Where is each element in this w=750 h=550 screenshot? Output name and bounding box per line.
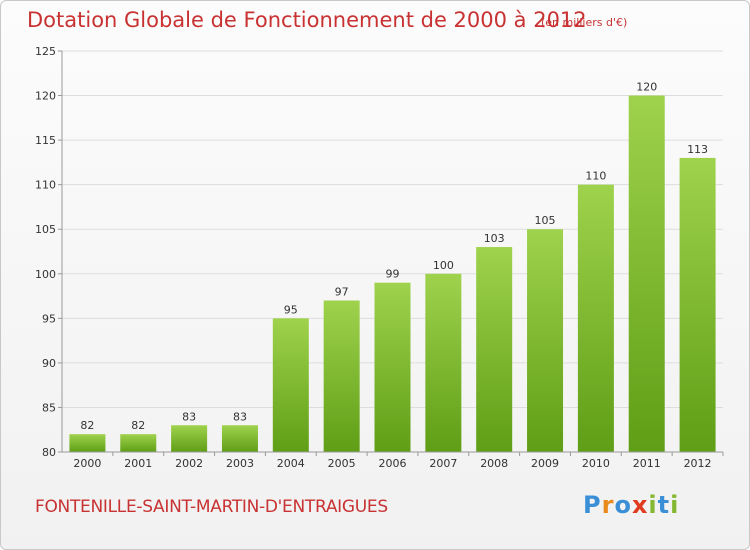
bar-value-label: 100 bbox=[433, 259, 454, 272]
bar-2006 bbox=[374, 282, 411, 452]
logo-letter: i bbox=[670, 491, 680, 519]
bar-chart: 82 82 83 83 95 97 99 100 103 105 110 120 113 80 85 90 9… bbox=[35, 45, 724, 470]
x-tick-label: 2007 bbox=[429, 457, 457, 470]
bar-2008 bbox=[476, 247, 513, 452]
bar-2002 bbox=[171, 425, 208, 452]
bars: 82 82 83 83 95 97 99 100 103 105 110 120 113 bbox=[69, 81, 716, 453]
chart-unit-label: (en milliers d'€) bbox=[541, 16, 628, 29]
bar-2010 bbox=[577, 184, 614, 452]
bar-value-label: 103 bbox=[484, 232, 505, 245]
bar-2012 bbox=[679, 157, 716, 452]
bar-value-label: 82 bbox=[80, 419, 94, 432]
logo-letter: i bbox=[648, 491, 658, 519]
bar-value-label: 83 bbox=[233, 410, 247, 423]
x-tick-label: 2005 bbox=[328, 457, 356, 470]
bar-value-label: 110 bbox=[585, 170, 606, 183]
y-tick-label: 100 bbox=[35, 268, 56, 281]
x-tick-label: 2009 bbox=[531, 457, 559, 470]
bar-2011 bbox=[628, 95, 665, 453]
x-tick-label: 2012 bbox=[684, 457, 712, 470]
x-tick-label: 2002 bbox=[175, 457, 203, 470]
bar-value-label: 95 bbox=[284, 303, 298, 316]
y-tick-label: 80 bbox=[42, 446, 56, 459]
x-tick-label: 2008 bbox=[480, 457, 508, 470]
y-tick-label: 90 bbox=[42, 357, 56, 370]
bar-2009 bbox=[527, 229, 564, 452]
x-tick-label: 2000 bbox=[73, 457, 101, 470]
chart-title: Dotation Globale de Fonctionnement de 20… bbox=[27, 8, 587, 32]
commune-name: FONTENILLE-SAINT-MARTIN-D'ENTRAIGUES bbox=[35, 497, 388, 517]
y-tick-label: 95 bbox=[42, 312, 56, 325]
y-tick-label: 115 bbox=[35, 134, 56, 147]
x-tick-label: 2010 bbox=[582, 457, 610, 470]
y-tick-label: 120 bbox=[35, 90, 56, 103]
x-tick-label: 2004 bbox=[277, 457, 305, 470]
x-tick-label: 2011 bbox=[633, 457, 661, 470]
logo-letter: r bbox=[601, 491, 615, 519]
proxiti-logo: Proxiti bbox=[583, 491, 679, 519]
bar-value-label: 113 bbox=[687, 143, 708, 156]
logo-letter: P bbox=[583, 491, 602, 519]
y-tick-label: 105 bbox=[35, 223, 56, 236]
x-tick-label: 2001 bbox=[124, 457, 152, 470]
bar-2001 bbox=[120, 434, 157, 452]
bar-2000 bbox=[69, 434, 106, 452]
logo-letter: x bbox=[631, 491, 649, 519]
bar-2007 bbox=[425, 273, 462, 452]
x-tick-label: 2003 bbox=[226, 457, 254, 470]
bar-value-label: 120 bbox=[636, 81, 657, 94]
bar-value-label: 97 bbox=[335, 286, 349, 299]
y-tick-label: 125 bbox=[35, 45, 56, 58]
y-tick-label: 85 bbox=[42, 401, 56, 414]
logo-letter: o bbox=[614, 491, 632, 519]
bar-value-label: 105 bbox=[535, 214, 556, 227]
bar-2005 bbox=[323, 300, 360, 452]
bar-value-label: 83 bbox=[182, 410, 196, 423]
y-tick-label: 110 bbox=[35, 179, 56, 192]
logo-letter: t bbox=[657, 491, 671, 519]
x-tick-label: 2006 bbox=[379, 457, 407, 470]
bar-value-label: 99 bbox=[386, 268, 400, 281]
bar-2003 bbox=[221, 425, 258, 452]
bar-2004 bbox=[272, 318, 309, 452]
bar-value-label: 82 bbox=[131, 419, 145, 432]
axes: 80 85 90 95 100 105 110 115 120 125 2000 2001 2002 20… bbox=[35, 45, 724, 470]
